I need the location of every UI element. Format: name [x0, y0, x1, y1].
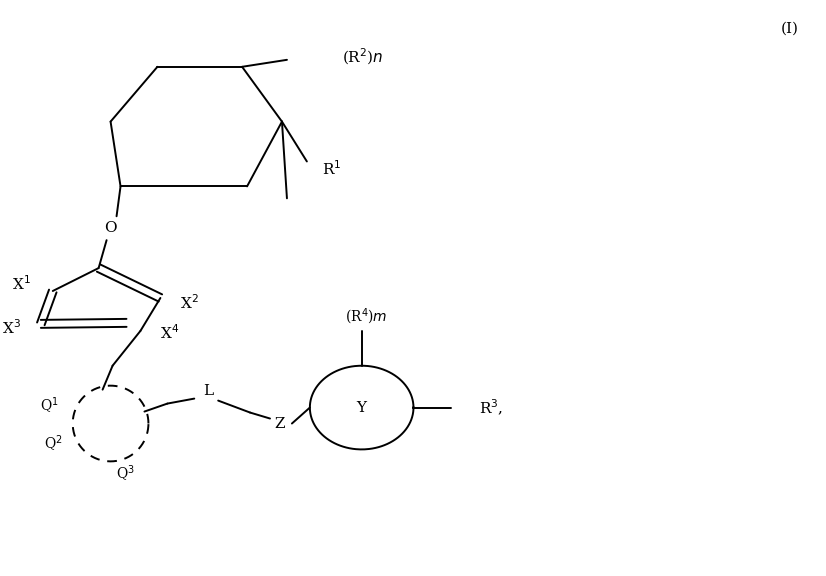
- Text: O: O: [104, 221, 117, 235]
- Text: (R$^2$)$n$: (R$^2$)$n$: [342, 47, 383, 67]
- Text: X$^4$: X$^4$: [160, 324, 179, 342]
- Text: (I): (I): [781, 22, 799, 36]
- Text: Q$^2$: Q$^2$: [44, 433, 63, 454]
- Text: R$^3$,: R$^3$,: [479, 397, 504, 418]
- Text: X$^1$: X$^1$: [12, 275, 31, 293]
- Text: X$^3$: X$^3$: [2, 319, 21, 337]
- Text: R$^1$: R$^1$: [322, 159, 341, 178]
- Text: Y: Y: [357, 400, 367, 415]
- Text: Q$^1$: Q$^1$: [40, 395, 59, 416]
- Text: Q$^3$: Q$^3$: [116, 463, 135, 483]
- Text: X$^2$: X$^2$: [180, 294, 199, 312]
- Text: Z: Z: [275, 416, 285, 430]
- Text: (R$^4$)$m$: (R$^4$)$m$: [345, 307, 388, 327]
- Text: L: L: [203, 384, 213, 397]
